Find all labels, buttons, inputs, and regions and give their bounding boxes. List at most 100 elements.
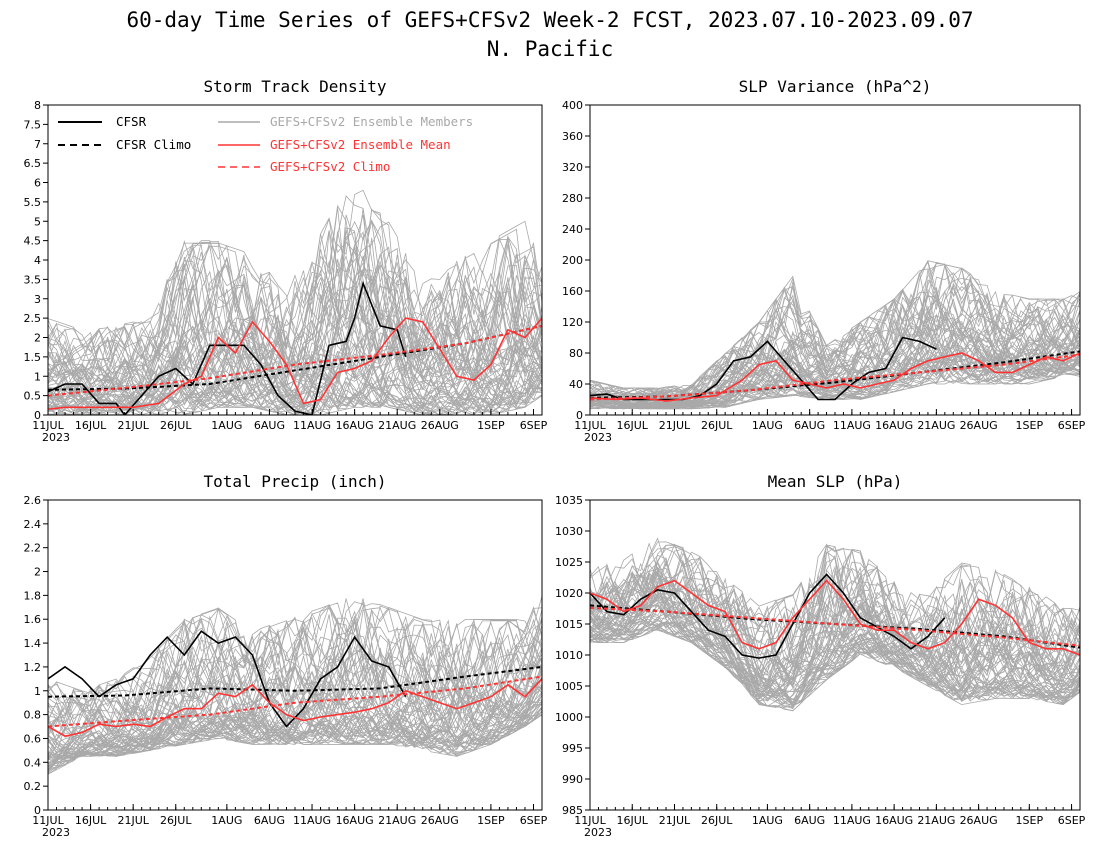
x-tick-label: 26AUG	[421, 814, 459, 827]
figure-title: 60-day Time Series of GEFS+CFSv2 Week-2 …	[126, 8, 973, 32]
x-tick-label: 1AUG	[752, 814, 783, 827]
x-year-label: 2023	[42, 431, 70, 444]
x-axis-storm-track-density: 11JUL 16JUL 21JUL 26JUL 1AUG 6AUG 11AUG 16AUG 21…	[32, 409, 548, 444]
figure-subtitle: N. Pacific	[487, 37, 613, 61]
ensemble-member-line	[48, 333, 542, 415]
ensemble-member-line	[48, 189, 542, 378]
x-tick-label: 16JUL	[617, 419, 649, 432]
x-tick-label: 21AUG	[917, 814, 955, 827]
x-tick-label: 21JUL	[659, 419, 691, 432]
ensemble-members-total-precip	[48, 595, 542, 775]
x-tick-label: 16AUG	[875, 419, 913, 432]
series-line-obs	[48, 630, 407, 728]
ensemble-member-line	[590, 327, 1080, 408]
x-tick-label: 16JUL	[617, 814, 649, 827]
ensemble-member-line	[48, 323, 542, 406]
ensemble-member-line	[48, 603, 542, 706]
x-tick-label: 21AUG	[917, 419, 955, 432]
chart-legend: CFSR CFSR Climo GEFS+CFSv2 Ensemble Memb…	[58, 114, 473, 174]
y-tick-label: 990	[562, 773, 583, 786]
plot-area-slp-variance	[590, 259, 1080, 410]
ensemble-member-line	[590, 296, 1080, 401]
ensemble-member-line	[48, 713, 542, 770]
ensemble-member-line	[48, 221, 542, 375]
ensemble-member-line	[48, 214, 542, 370]
x-tick-label: 6SEP	[520, 814, 548, 827]
x-tick-label: 11AUG	[293, 814, 331, 827]
ensemble-member-line	[48, 651, 542, 757]
ensemble-member-line	[590, 568, 1080, 658]
series-line-obs	[590, 573, 946, 659]
ensemble-members-storm-track-density	[48, 189, 542, 415]
ensemble-member-line	[590, 541, 1080, 674]
y-tick-label: 2.2	[24, 542, 42, 555]
x-tick-label: 26AUG	[421, 419, 459, 432]
ensemble-member-line	[590, 545, 1080, 661]
y-tick-label: 3.5	[24, 273, 42, 286]
x-tick-label: 16JUL	[75, 419, 107, 432]
x-tick-label: 11JUL	[574, 419, 606, 432]
y-tick-label: 1020	[555, 587, 583, 600]
y-tick-label: 1.6	[24, 613, 42, 626]
x-tick-label: 21JUL	[117, 814, 149, 827]
x-tick-label: 11JUL	[574, 814, 606, 827]
x-year-label: 2023	[584, 431, 612, 444]
x-year-label: 2023	[584, 826, 612, 839]
ensemble-member-line	[48, 336, 542, 411]
plot-area-total-precip	[48, 595, 542, 775]
ensemble-member-line	[590, 285, 1080, 403]
y-tick-label: 2	[34, 566, 41, 579]
x-tick-label: 6SEP	[1058, 419, 1086, 432]
series-line-ens-climo	[48, 324, 542, 397]
y-tick-label: 1010	[555, 649, 583, 662]
ensemble-member-line	[590, 359, 1080, 410]
y-axis-mean-slp: 985 990 995 1000 1005 1010 1015 1020 1025 1030 103…	[555, 494, 590, 817]
y-tick-label: 240	[562, 223, 583, 236]
ensemble-member-line	[48, 714, 542, 769]
ensemble-member-line	[48, 687, 542, 768]
ensemble-member-line	[48, 605, 542, 733]
ensemble-member-line	[48, 607, 542, 728]
ensemble-member-line	[48, 247, 542, 383]
y-tick-label: 0.4	[24, 756, 42, 769]
y-tick-label: 2.4	[24, 518, 42, 531]
x-axis-mean-slp: 11JUL 16JUL 21JUL 26JUL 1AUG 6AUG 11AUG 16AUG 21…	[574, 804, 1086, 839]
y-tick-label: 1.5	[24, 351, 42, 364]
ensemble-member-line	[590, 582, 1080, 689]
y-tick-label: 0	[34, 409, 41, 422]
y-tick-label: 995	[562, 742, 583, 755]
series-line-ens-mean	[48, 678, 542, 737]
x-tick-label: 11JUL	[32, 814, 64, 827]
ensemble-member-line	[48, 362, 542, 414]
series-line-obs-climo	[48, 665, 542, 698]
x-tick-label: 21JUL	[117, 419, 149, 432]
legend-label-ens-climo: GEFS+CFSv2 Climo	[270, 159, 390, 174]
x-tick-label: 26JUL	[701, 814, 733, 827]
x-tick-label: 16JUL	[75, 814, 107, 827]
series-line-ens-climo	[48, 675, 542, 728]
ensemble-member-line	[590, 628, 1080, 708]
panel-slp-variance: SLP Variance (hPa^2) 0 40 80 120 160 200 240 280…	[562, 77, 1086, 444]
ensemble-member-line	[590, 548, 1080, 664]
y-tick-label: 1.8	[24, 589, 42, 602]
ensemble-member-line	[590, 560, 1080, 670]
series-line-obs-climo	[590, 350, 1080, 399]
y-tick-label: 0.5	[24, 390, 42, 403]
panel-title-slp-variance: SLP Variance (hPa^2)	[739, 77, 932, 96]
ensemble-member-line	[590, 554, 1080, 682]
y-tick-label: 40	[569, 378, 583, 391]
ensemble-member-line	[590, 548, 1080, 648]
ensemble-member-line	[48, 598, 542, 722]
y-tick-label: 280	[562, 192, 583, 205]
y-tick-label: 0	[576, 409, 583, 422]
x-tick-label: 21AUG	[378, 814, 416, 827]
y-tick-label: 1005	[555, 680, 583, 693]
y-tick-label: 3	[34, 293, 41, 306]
y-tick-label: 7	[34, 138, 41, 151]
ensemble-member-line	[48, 220, 542, 373]
ensemble-member-line	[590, 558, 1080, 663]
x-axis-slp-variance: 11JUL 16JUL 21JUL 26JUL 1AUG 6AUG 11AUG 16AUG 21…	[574, 409, 1086, 444]
y-axis-storm-track-density: 0 0.5 1 1.5 2 2.5 3 3.5 4 4.5 5 5.5 6 6.5 7 7.5 8	[24, 99, 48, 422]
y-tick-label: 1.2	[24, 661, 42, 674]
y-tick-label: 7.5	[24, 118, 42, 131]
